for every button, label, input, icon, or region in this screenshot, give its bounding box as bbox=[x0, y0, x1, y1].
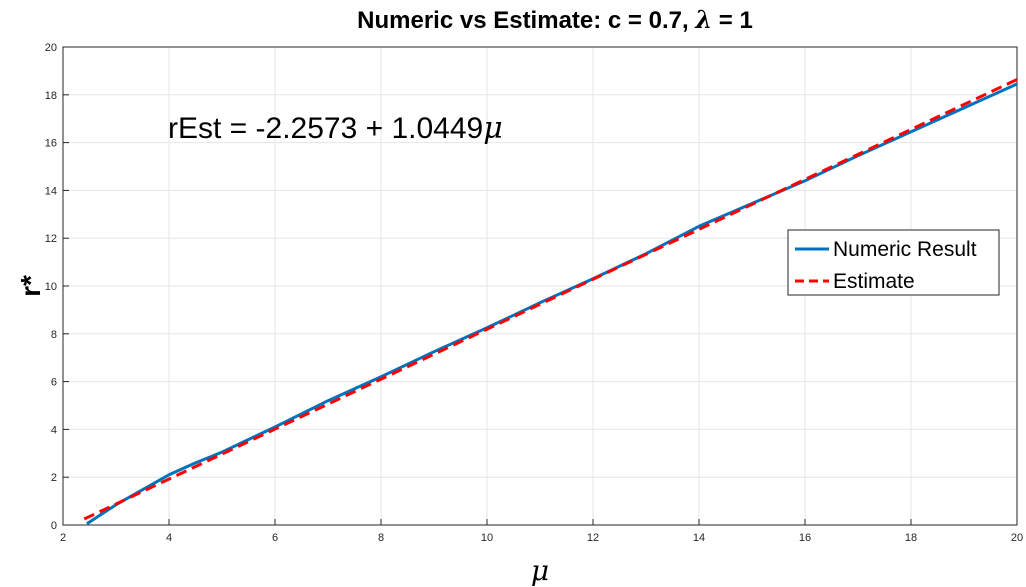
x-tick-label: 8 bbox=[378, 532, 384, 544]
y-tick-label: 14 bbox=[45, 185, 57, 197]
x-tick-label: 20 bbox=[1011, 532, 1023, 544]
x-axis-label: μ bbox=[531, 554, 549, 587]
y-tick-label: 2 bbox=[51, 472, 57, 484]
x-tick-label: 4 bbox=[166, 532, 172, 544]
x-tick-label: 12 bbox=[587, 532, 599, 544]
x-tick-label: 10 bbox=[481, 532, 493, 544]
chart-title: Numeric vs Estimate: c = 0.7, λ = 1 bbox=[357, 5, 753, 34]
legend-box bbox=[787, 229, 1000, 296]
x-tick-label: 18 bbox=[905, 532, 917, 544]
x-tick-label: 14 bbox=[693, 532, 705, 544]
legend-label-estimate: Estimate bbox=[833, 270, 915, 293]
x-tick-label: 6 bbox=[272, 532, 278, 544]
legend-label-numeric-result: Numeric Result bbox=[833, 238, 977, 261]
x-tick-label: 2 bbox=[60, 532, 66, 544]
y-axis-label: r* bbox=[15, 275, 46, 297]
legend: Numeric Result Estimate bbox=[787, 229, 1000, 296]
series-line-numeric-result bbox=[86, 82, 1018, 526]
y-tick-label: 12 bbox=[45, 233, 57, 245]
y-tick-label: 6 bbox=[51, 377, 57, 389]
y-tick-label: 8 bbox=[51, 329, 57, 341]
series bbox=[83, 78, 1018, 526]
series-line-estimate bbox=[83, 78, 1018, 521]
y-tick-label: 20 bbox=[45, 42, 57, 54]
y-tick-label: 18 bbox=[45, 90, 57, 102]
y-tick-label: 0 bbox=[51, 520, 57, 532]
y-tick-label: 10 bbox=[45, 281, 57, 293]
regression-annotation: rEst = -2.2573 + 1.0449μ bbox=[168, 111, 503, 146]
y-tick-label: 4 bbox=[51, 424, 57, 436]
x-tick-label: 16 bbox=[799, 532, 811, 544]
y-tick-label: 16 bbox=[45, 138, 57, 150]
